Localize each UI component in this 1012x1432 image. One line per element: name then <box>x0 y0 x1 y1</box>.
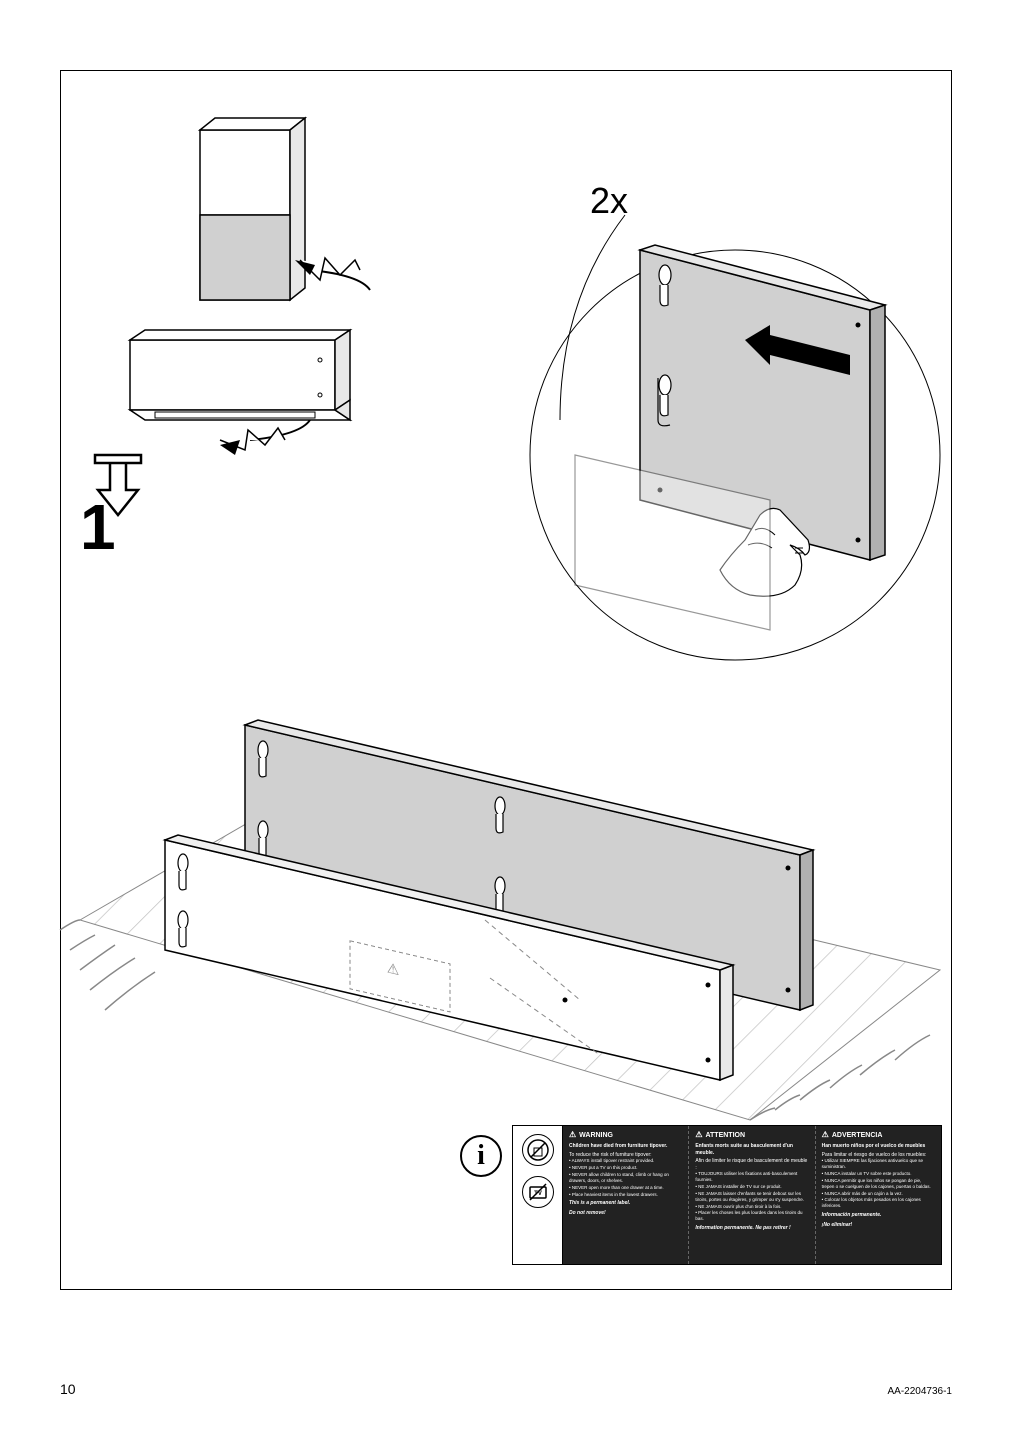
step-number: 1 <box>80 490 116 564</box>
main-assembly-illustration: ⚠ <box>60 720 940 1120</box>
warning-item: • NUNCA permitir que los niños se pongan… <box>822 1178 935 1190</box>
warning-item: • NEVER open more than one drawer at a t… <box>569 1185 682 1191</box>
warning-item: • NE JAMAIS laisser d'enfants se tenir d… <box>695 1191 808 1203</box>
no-tv-icon: TV <box>522 1176 554 1208</box>
warning-item: • TOUJOURS utiliser les fixations anti-b… <box>695 1171 808 1183</box>
page-number: 10 <box>60 1381 76 1397</box>
warning-item: • Colocar los objetos más pesados en los… <box>822 1197 935 1209</box>
warning-triangle-icon: ⚠ <box>695 1130 702 1140</box>
warning-footer-es-1: Información permanente. <box>822 1212 935 1219</box>
no-climb-icon <box>522 1134 554 1166</box>
warning-footer-en-1: This is a permanent label. <box>569 1200 682 1207</box>
drawer-illustration <box>130 330 350 455</box>
warning-list-es: • Utilizar SIEMPRE las fijaciones antivu… <box>822 1158 935 1209</box>
warning-header-es: ⚠ ADVERTENCIA <box>822 1130 935 1140</box>
warning-item: • ALWAYS install tipover restraint provi… <box>569 1158 682 1164</box>
warning-list-fr: • TOUJOURS utiliser les fixations anti-b… <box>695 1171 808 1222</box>
warning-subtitle-fr: Enfants morts suite au basculement d'un … <box>695 1143 808 1156</box>
warning-item: • Place heaviest items in the lowest dra… <box>569 1192 682 1198</box>
warning-header-es-text: ADVERTENCIA <box>832 1131 883 1140</box>
warning-column-fr: ⚠ ATTENTION Enfants morts suite au bascu… <box>689 1126 815 1264</box>
cabinet-illustration <box>200 118 370 300</box>
warning-item: • NE JAMAIS installer de TV sur ce produ… <box>695 1184 808 1190</box>
document-number: AA-2204736-1 <box>888 1386 953 1397</box>
warning-left-icons: TV <box>513 1126 563 1264</box>
callout-detail <box>530 215 940 660</box>
warning-header-fr: ⚠ ATTENTION <box>695 1130 808 1140</box>
quantity-label: 2x <box>590 180 628 222</box>
warning-intro-fr: Afin de limiter le risque de basculement… <box>695 1158 808 1171</box>
warning-item: • NUNCA instalar un TV sobre este produc… <box>822 1171 935 1177</box>
info-icon: i <box>460 1135 502 1177</box>
warning-item: • NEVER put a TV on this product. <box>569 1165 682 1171</box>
warning-item: • Placer les choses les plus lourdes dan… <box>695 1210 808 1222</box>
warning-header-en-text: WARNING <box>579 1131 613 1140</box>
warning-column-en: ⚠ WARNING Children have died from furnit… <box>563 1126 689 1264</box>
svg-text:⚠: ⚠ <box>387 960 400 979</box>
warning-header-en: ⚠ WARNING <box>569 1130 682 1140</box>
warning-subtitle-es: Han muerto niños por el vuelco de mueble… <box>822 1143 935 1150</box>
warning-item: • Utilizar SIEMPRE las fijaciones antivu… <box>822 1158 935 1170</box>
warning-footer-es-2: ¡No eliminar! <box>822 1222 935 1229</box>
info-icon-label: i <box>477 1140 485 1172</box>
warning-column-es: ⚠ ADVERTENCIA Han muerto niños por el vu… <box>816 1126 941 1264</box>
warning-triangle-icon: ⚠ <box>822 1130 829 1140</box>
warning-triangle-icon: ⚠ <box>569 1130 576 1140</box>
warning-content: ⚠ WARNING Children have died from furnit… <box>563 1126 941 1264</box>
warning-subtitle-en: Children have died from furniture tipove… <box>569 1143 682 1150</box>
warning-label-panel: TV ⚠ WARNING Children have died from fur… <box>512 1125 942 1265</box>
warning-header-fr-text: ATTENTION <box>706 1131 746 1140</box>
warning-footer-en-2: Do not remove! <box>569 1210 682 1217</box>
warning-item: • NUNCA abrir más de un cajón a la vez. <box>822 1191 935 1197</box>
warning-footer-fr-1: Information permanente. Ne pas retirer ! <box>695 1225 808 1232</box>
warning-list-en: • ALWAYS install tipover restraint provi… <box>569 1158 682 1197</box>
warning-item: • NEVER allow children to stand, climb o… <box>569 1172 682 1184</box>
warning-item: • NE JAMAIS ouvrir plus d'un tiroir à la… <box>695 1204 808 1210</box>
